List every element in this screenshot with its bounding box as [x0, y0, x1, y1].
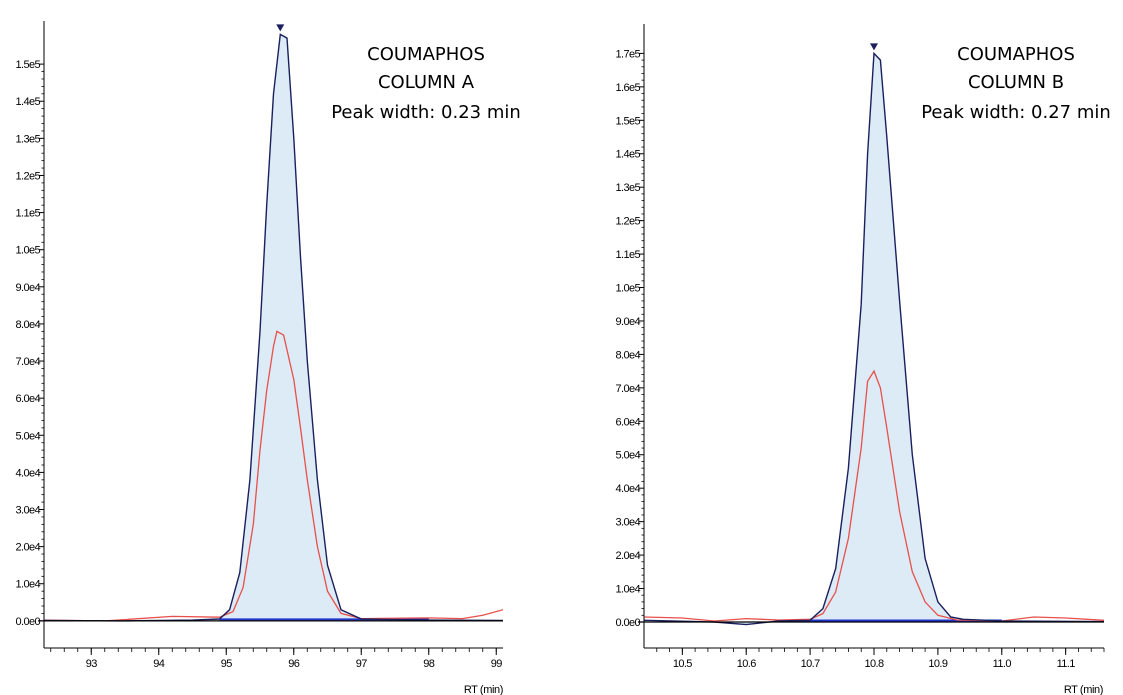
y-tick-label: 0.0e0	[615, 617, 640, 629]
y-tick-label: 2.0e4	[15, 542, 40, 554]
y-tick-label: 9.0e4	[15, 282, 40, 294]
peak-area-fill	[44, 34, 503, 621]
y-tick-label: 1.2e5	[615, 216, 640, 228]
y-tick-label: 4.0e4	[615, 483, 640, 495]
x-tick-label: 10.7	[801, 658, 820, 670]
y-tick-label: 5.0e4	[615, 450, 640, 462]
y-tick-label: 1.2e5	[15, 170, 40, 182]
y-tick-label: 1.5e5	[15, 59, 40, 71]
x-tick-label: 10.5	[673, 658, 692, 670]
chromatogram-column-a: 0.0e0 1.0e4 2.0e4 3.0e4 4.0e4 5.0e4 6.0e4 7.0e4…	[15, 21, 521, 695]
y-tick-label: 8.0e4	[615, 349, 640, 361]
y-tick-label: 9.0e4	[615, 316, 640, 328]
x-axis-title: RT (min)	[1064, 684, 1103, 695]
peak-annotation-line: Peak width: 0.27 min	[921, 102, 1111, 123]
plot-area	[644, 51, 1104, 626]
peak-apex-marker	[276, 24, 285, 32]
x-tick-label: 11.0	[993, 658, 1012, 670]
y-tick-label: 6.0e4	[615, 416, 640, 428]
y-tick-label: 3.0e4	[15, 505, 40, 517]
y-tick-label: 1.1e5	[15, 208, 40, 220]
peak-annotation-line: COLUMN A	[378, 72, 475, 93]
chromatogram-column-b: 0.0e0 1.0e4 2.0e4 3.0e4 4.0e4 5.0e4 6.0e4 7.0e4…	[615, 24, 1111, 695]
y-tick-label: 4.0e4	[15, 467, 40, 479]
y-tick-label: 0.0e0	[15, 616, 40, 628]
x-tick-label: 10.9	[928, 658, 947, 670]
y-tick-label: 1.3e5	[615, 182, 640, 194]
y-tick-label: 1.4e5	[15, 96, 40, 108]
y-tick-label: 7.0e4	[15, 356, 40, 368]
peak-annotation-line: Peak width: 0.23 min	[331, 102, 521, 123]
peak-annotation-line: COUMAPHOS	[957, 44, 1075, 65]
y-tick-label: 7.0e4	[615, 383, 640, 395]
x-tick-label: 98	[423, 658, 435, 670]
y-tick-label: 1.3e5	[15, 133, 40, 145]
y-tick-label: 3.0e4	[615, 517, 640, 529]
peak-annotation-line: COUMAPHOS	[367, 44, 485, 65]
x-tick-label: 97	[356, 658, 368, 670]
x-tick-label: 95	[221, 658, 233, 670]
peak-annotation-line: COLUMN B	[968, 72, 1064, 93]
quantitation-ion-trace	[644, 51, 1104, 626]
y-tick-label: 1.0e4	[15, 579, 40, 591]
y-tick-label: 1.0e5	[15, 245, 40, 257]
y-tick-label: 6.0e4	[15, 393, 40, 405]
secondary-ion-trace	[44, 330, 503, 622]
x-tick-label: 93	[86, 658, 98, 670]
peak-apex-marker	[870, 43, 878, 51]
y-tick-label: 1.6e5	[615, 82, 640, 94]
x-tick-label: 94	[153, 658, 165, 670]
x-tick-label: 99	[491, 658, 503, 670]
y-tick-label: 8.0e4	[15, 319, 40, 331]
y-tick-label: 2.0e4	[615, 550, 640, 562]
x-tick-label: 11.1	[1057, 658, 1076, 670]
x-axis-title: RT (min)	[464, 684, 503, 695]
y-tick-label: 1.4e5	[615, 149, 640, 161]
quantitation-ion-trace	[44, 33, 503, 622]
plot-area	[44, 33, 503, 622]
y-tick-label: 1.7e5	[615, 48, 640, 60]
x-tick-label: 10.8	[864, 658, 883, 670]
y-tick-label: 5.0e4	[15, 430, 40, 442]
x-tick-label: 10.6	[737, 658, 756, 670]
peak-area-fill	[644, 53, 1104, 625]
x-tick-label: 96	[288, 658, 300, 670]
y-tick-label: 1.0e4	[615, 584, 640, 596]
y-tick-label: 1.1e5	[615, 249, 640, 261]
y-tick-label: 1.5e5	[615, 115, 640, 127]
y-tick-label: 1.0e5	[615, 283, 640, 295]
